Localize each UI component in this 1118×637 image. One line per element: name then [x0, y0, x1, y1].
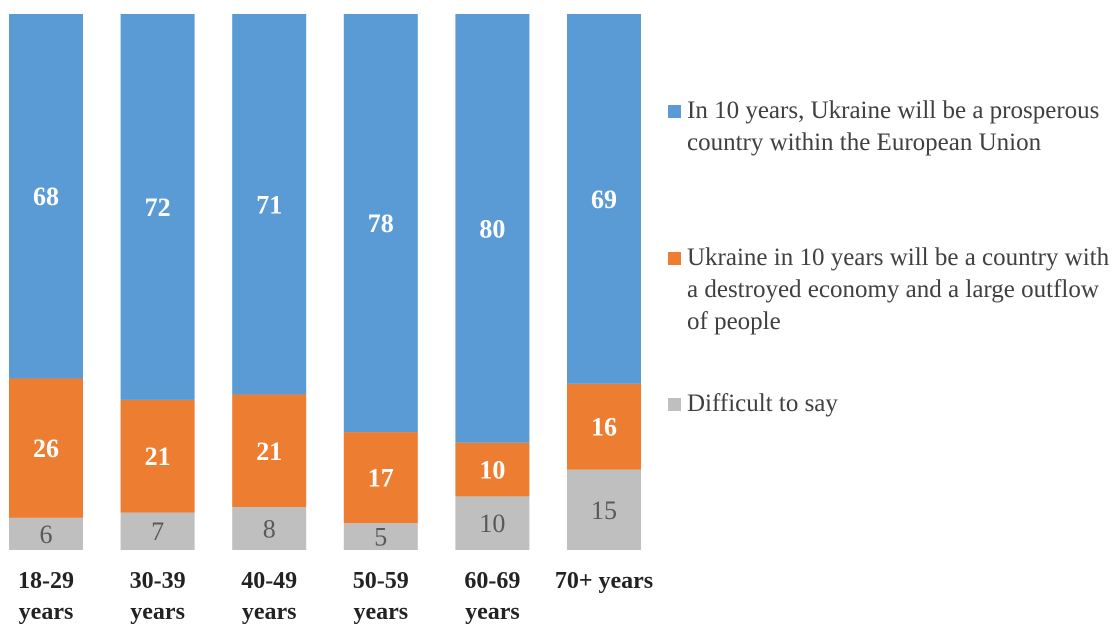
category-label: years	[242, 599, 297, 625]
bar-segment-prosperous-eu	[343, 14, 418, 433]
legend-item-difficult-to-say: Difficult to say	[668, 388, 1117, 420]
bar-segment-prosperous-eu	[120, 14, 195, 400]
data-label: 69	[591, 185, 617, 214]
legend-label: Ukraine in 10 years will be a country wi…	[687, 244, 1110, 335]
bar-segment-destroyed-economy	[567, 383, 641, 470]
data-label: 10	[479, 509, 505, 538]
category-label: years	[19, 599, 74, 625]
legend-label: Difficult to say	[687, 390, 838, 417]
data-label: 17	[368, 464, 394, 493]
data-label: 16	[591, 413, 617, 442]
legend-item-prosperous-eu: In 10 years, Ukraine will be a prosperou…	[668, 95, 1117, 159]
bar-segment-destroyed-economy	[455, 442, 530, 497]
bar-segment-difficult	[343, 523, 418, 550]
legend-swatch-blue	[668, 105, 681, 118]
data-label: 26	[33, 434, 59, 463]
bar-segment-difficult	[567, 469, 641, 550]
bar-segment-difficult	[9, 517, 83, 550]
data-label: 72	[145, 193, 171, 222]
data-label: 6	[40, 520, 53, 549]
category-label: 50-59	[353, 568, 409, 594]
bar-segment-difficult	[455, 496, 530, 550]
category-label: 40-49	[241, 568, 297, 594]
bar-segment-difficult	[232, 507, 307, 550]
legend-item-destroyed-economy: Ukraine in 10 years will be a country wi…	[668, 242, 1117, 338]
category-label: 18-29	[18, 568, 74, 594]
data-label: 80	[479, 214, 505, 243]
bar-segment-prosperous-eu	[9, 14, 83, 379]
bar-segment-destroyed-economy	[9, 378, 83, 518]
data-label: 15	[591, 496, 617, 525]
bar-segment-destroyed-economy	[232, 394, 307, 508]
bar-segment-prosperous-eu	[455, 14, 530, 443]
bar-segment-destroyed-economy	[120, 399, 195, 513]
data-label: 10	[479, 456, 505, 485]
data-label: 21	[256, 437, 282, 466]
legend-label: In 10 years, Ukraine will be a prosperou…	[687, 97, 1100, 156]
category-label: years	[353, 599, 408, 625]
data-label: 21	[145, 442, 171, 471]
bar-segment-difficult	[120, 512, 195, 550]
data-label: 5	[374, 523, 387, 552]
legend-swatch-orange	[668, 252, 681, 265]
bar-segment-prosperous-eu	[567, 14, 641, 384]
data-label: 68	[33, 182, 59, 211]
category-label: years	[130, 599, 185, 625]
category-label: 30-39	[130, 568, 186, 594]
bar-segment-destroyed-economy	[343, 432, 418, 524]
data-label: 7	[151, 517, 164, 546]
data-label: 8	[263, 515, 276, 544]
data-label: 71	[256, 190, 282, 219]
data-label: 78	[368, 209, 394, 238]
bar-segment-prosperous-eu	[232, 14, 307, 395]
legend-swatch-gray	[668, 398, 681, 411]
category-label: 70+ years	[555, 568, 653, 594]
category-label: years	[465, 599, 520, 625]
category-label: 60-69	[464, 568, 520, 594]
